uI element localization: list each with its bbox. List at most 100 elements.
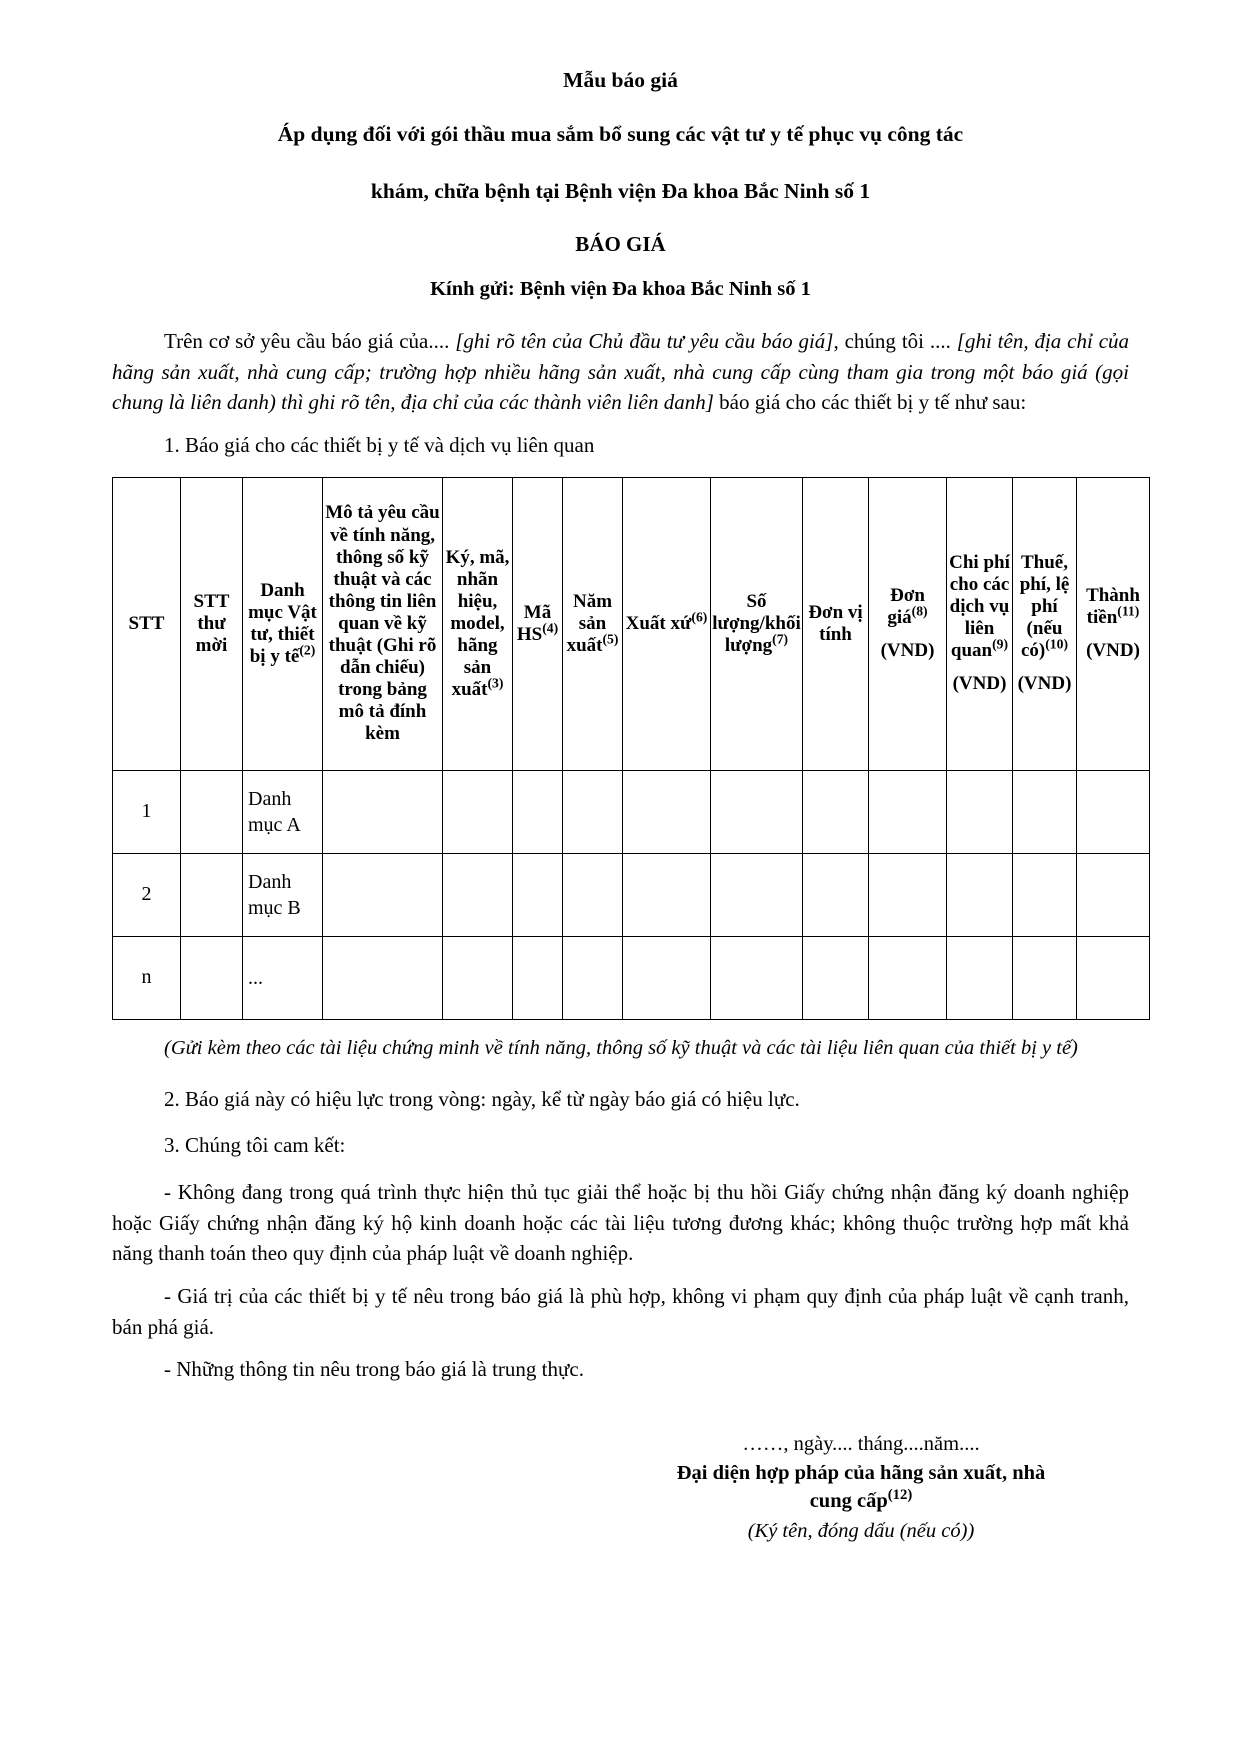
cell-chi-phi-dich-vu[interactable] <box>946 935 1013 1020</box>
cell-danh-muc[interactable]: Danh mục A <box>242 769 323 854</box>
spacer <box>948 663 1011 673</box>
cell-thue-phi[interactable] <box>1012 935 1077 1020</box>
document-title: BÁO GIÁ <box>575 231 666 256</box>
cell-nam-san-xuat[interactable] <box>562 852 623 937</box>
spacer <box>1078 629 1148 639</box>
signature-block: ……, ngày.... tháng....năm.... Đại diện h… <box>601 1431 1121 1544</box>
signature-role-line1: Đại diện hợp pháp của hãng sản xuất, nhà <box>676 1462 1046 1485</box>
col-sup: (7) <box>772 631 789 647</box>
section-3-title: 3. Chúng tôi cam kết: <box>164 1133 346 1158</box>
col-header-danh-muc: Danh mục Vật tư, thiết bị y tế(2) <box>242 476 323 771</box>
col-sup: (11) <box>1117 604 1140 620</box>
col-header-stt-thu-moi: STT thư mời <box>180 476 243 771</box>
cell-ma-hs[interactable] <box>512 769 563 854</box>
col-unit: (VND) <box>880 639 935 661</box>
col-label: Chi phí cho các dịch vụ liên quan <box>949 552 1010 662</box>
cell-stt-thu-moi[interactable] <box>180 769 243 854</box>
col-label: Thuế, phí, lệ phí (nếu có) <box>1019 552 1070 662</box>
cell-ky-ma[interactable] <box>442 935 513 1020</box>
cell-thanh-tien[interactable] <box>1076 769 1150 854</box>
cell-don-vi-tinh[interactable] <box>802 852 869 937</box>
col-header-nam-san-xuat: Năm sản xuất(5) <box>562 476 623 771</box>
recipient-line: Kính gửi: Bệnh viện Đa khoa Bắc Ninh số … <box>430 277 811 300</box>
cell-stt-thu-moi[interactable] <box>180 852 243 937</box>
signature-role: Đại diện hợp pháp của hãng sản xuất, nhà… <box>601 1460 1121 1514</box>
signature-date-line: ……, ngày.... tháng....năm.... <box>742 1432 980 1455</box>
cell-thanh-tien[interactable] <box>1076 852 1150 937</box>
cell-don-vi-tinh[interactable] <box>802 769 869 854</box>
cell-xuat-xu[interactable] <box>622 935 711 1020</box>
cell-ma-hs[interactable] <box>512 935 563 1020</box>
intro-paragraph: Trên cơ sở yêu cầu báo giá của.... [ghi … <box>112 326 1129 418</box>
cell-xuat-xu[interactable] <box>622 769 711 854</box>
table-row[interactable]: 2 Danh mục B <box>112 852 1150 937</box>
intro-text-c: .... <box>929 329 957 354</box>
col-header-so-luong: Số lượng/khối lượng(7) <box>710 476 803 771</box>
col-header-mo-ta: Mô tả yêu cầu về tính năng, thông số kỹ … <box>322 476 443 771</box>
cell-mo-ta[interactable] <box>322 852 443 937</box>
quotation-table: STT STT thư mời Danh mục Vật tư, thiết b… <box>112 476 1150 1020</box>
cell-stt-thu-moi[interactable] <box>180 935 243 1020</box>
cell-chi-phi-dich-vu[interactable] <box>946 852 1013 937</box>
cell-thanh-tien[interactable] <box>1076 935 1150 1020</box>
col-label: Xuất xứ <box>625 612 692 634</box>
cell-ma-hs[interactable] <box>512 852 563 937</box>
spacer <box>1014 663 1075 673</box>
cell-nam-san-xuat[interactable] <box>562 769 623 854</box>
cell-xuat-xu[interactable] <box>622 852 711 937</box>
intro-text-b: , chúng tôi <box>833 329 924 354</box>
form-type-heading: Mẫu báo giá <box>563 68 678 92</box>
cell-thue-phi[interactable] <box>1012 769 1077 854</box>
col-sup: (9) <box>992 637 1009 653</box>
cell-don-vi-tinh[interactable] <box>802 935 869 1020</box>
cell-chi-phi-dich-vu[interactable] <box>946 769 1013 854</box>
col-label: Đơn vị tính <box>808 601 863 645</box>
cell-stt: 2 <box>112 852 181 937</box>
signature-instruction: (Ký tên, đóng dấu (nếu có)) <box>747 1519 975 1542</box>
commitment-item-3: - Những thông tin nêu trong báo giá là t… <box>164 1357 584 1382</box>
col-label: Đơn giá <box>887 585 925 629</box>
col-unit: (VND) <box>1086 639 1140 661</box>
col-header-thue-phi: Thuế, phí, lệ phí (nếu có)(10) (VND) <box>1012 476 1077 771</box>
cell-ky-ma[interactable] <box>442 852 513 937</box>
col-unit: (VND) <box>1017 672 1072 694</box>
col-header-thanh-tien: Thành tiền(11) (VND) <box>1076 476 1150 771</box>
col-header-don-gia: Đơn giá(8) (VND) <box>868 476 947 771</box>
col-header-don-vi-tinh: Đơn vị tính <box>802 476 869 771</box>
cell-mo-ta[interactable] <box>322 935 443 1020</box>
col-sup: (5) <box>602 631 619 647</box>
cell-thue-phi[interactable] <box>1012 852 1077 937</box>
col-header-ma-hs: Mã HS(4) <box>512 476 563 771</box>
col-header-ky-ma: Ký, mã, nhãn hiệu, model, hãng sản xuất(… <box>442 476 513 771</box>
col-unit: (VND) <box>952 672 1007 694</box>
cell-don-gia[interactable] <box>868 852 947 937</box>
cell-ky-ma[interactable] <box>442 769 513 854</box>
cell-don-gia[interactable] <box>868 769 947 854</box>
section-1-label: 1. Báo giá cho các thiết bị y tế và dịch… <box>164 433 595 457</box>
cell-danh-muc[interactable]: Danh mục B <box>242 852 323 937</box>
col-sup: (8) <box>911 604 928 620</box>
cell-so-luong[interactable] <box>710 852 803 937</box>
cell-so-luong[interactable] <box>710 769 803 854</box>
cell-stt: n <box>112 935 181 1020</box>
col-label: Mô tả yêu cầu về tính năng, thông số kỹ … <box>325 502 440 744</box>
table-row[interactable]: n ... <box>112 935 1150 1020</box>
section-2-validity: 2. Báo giá này có hiệu lực trong vòng: n… <box>164 1086 800 1111</box>
cell-danh-muc[interactable]: ... <box>242 935 323 1020</box>
cell-so-luong[interactable] <box>710 935 803 1020</box>
form-scope-heading-line2: khám, chữa bệnh tại Bệnh viện Đa khoa Bắ… <box>112 176 1129 207</box>
table-row[interactable]: 1 Danh mục A <box>112 769 1150 854</box>
col-header-stt: STT <box>112 476 181 771</box>
col-label: Số lượng/khối lượng <box>712 590 801 656</box>
intro-placeholder-1: [ghi rõ tên của Chủ đầu tư yêu cầu báo g… <box>455 329 834 354</box>
col-label: STT <box>128 612 165 634</box>
col-sup: (6) <box>691 609 708 625</box>
cell-mo-ta[interactable] <box>322 769 443 854</box>
col-label: Ký, mã, nhãn hiệu, model, hãng sản xuất <box>445 546 510 700</box>
signature-role-line2: cung cấp <box>809 1489 888 1512</box>
cell-nam-san-xuat[interactable] <box>562 935 623 1020</box>
form-scope-line2: khám, chữa bệnh tại Bệnh viện Đa khoa Bắ… <box>370 179 871 204</box>
col-label: Năm sản xuất <box>566 590 613 656</box>
cell-don-gia[interactable] <box>868 935 947 1020</box>
